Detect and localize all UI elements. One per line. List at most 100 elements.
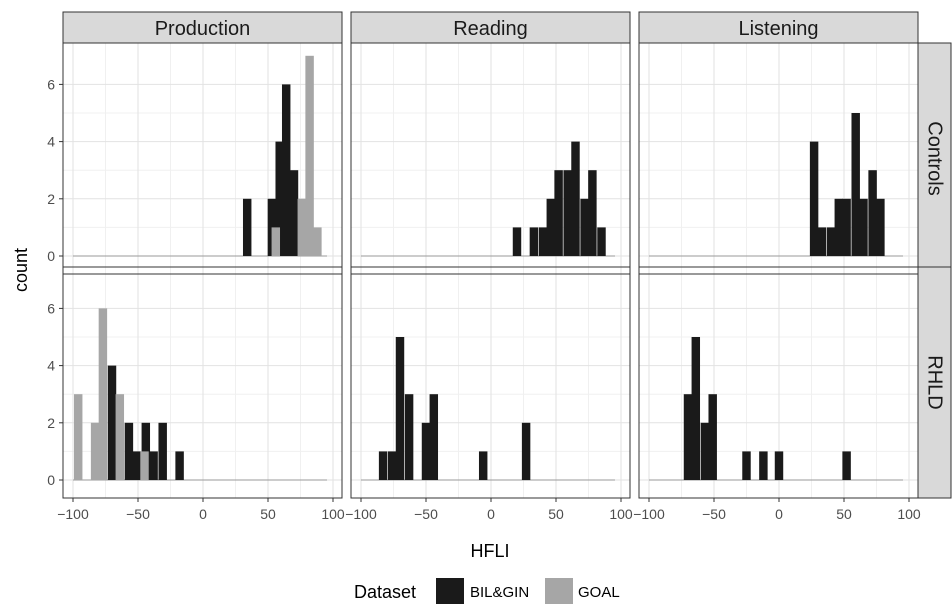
- y-tick-label: 6: [47, 300, 55, 316]
- bar-bilgin-controls-listening: [876, 198, 885, 256]
- bar-bilgin-rhld-reading: [378, 451, 388, 480]
- y-axis-title: count: [11, 248, 31, 292]
- y-tick-label: 0: [47, 472, 55, 488]
- strip-row-controls: [917, 42, 952, 275]
- x-tick-label: 0: [199, 506, 207, 522]
- bar-bilgin-controls-reading: [580, 198, 589, 256]
- strip-col-listening: [638, 11, 919, 44]
- grid-layer: [63, 43, 918, 498]
- bar-bilgin-controls-production: [281, 84, 291, 257]
- bar-bilgin-controls-reading: [571, 141, 580, 256]
- bar-bilgin-rhld-production: [149, 451, 158, 480]
- bar-bilgin-controls-production: [275, 141, 284, 256]
- bar-bilgin-controls-listening: [842, 198, 851, 256]
- bar-bilgin-controls-listening: [826, 227, 836, 256]
- bar-bilgin-rhld-production: [124, 422, 134, 480]
- strip-label-reading: Reading: [453, 18, 528, 40]
- bar-bilgin-rhld-listening: [742, 451, 751, 480]
- legend-title: Dataset: [354, 582, 416, 602]
- bar-goal-rhld-production: [98, 308, 108, 480]
- legend-label-bilgin: BIL&GIN: [470, 584, 529, 601]
- x-tick-label: 100: [321, 506, 345, 522]
- y-tick-label: 2: [47, 191, 55, 207]
- bar-bilgin-controls-listening: [851, 113, 860, 256]
- bar-bilgin-controls-reading: [512, 227, 522, 256]
- bar-bilgin-controls-listening: [809, 141, 819, 256]
- bar-bilgin-rhld-reading: [421, 422, 431, 480]
- bar-bilgin-controls-reading: [546, 198, 556, 256]
- bar-bilgin-rhld-listening: [691, 337, 701, 480]
- bar-goal-rhld-production: [73, 394, 83, 480]
- strip-row-rhld: [917, 266, 952, 499]
- bar-bilgin-rhld-listening: [759, 451, 768, 480]
- x-tick-label: 50: [836, 506, 852, 522]
- bar-bilgin-controls-listening: [868, 170, 877, 256]
- strip-label-listening: Listening: [738, 18, 818, 40]
- bar-bilgin-controls-listening: [834, 198, 844, 256]
- bar-bilgin-rhld-production: [107, 365, 117, 480]
- bar-bilgin-rhld-listening: [708, 394, 717, 480]
- bar-goal-controls-production: [297, 198, 307, 256]
- legend: Dataset BIL&GIN GOAL: [354, 578, 620, 604]
- legend-label-goal: GOAL: [578, 584, 620, 601]
- y-tick-label: 4: [47, 134, 55, 150]
- bars-layer: [73, 55, 885, 480]
- bar-bilgin-controls-reading: [563, 170, 572, 256]
- bar-bilgin-rhld-production: [158, 422, 167, 480]
- bar-bilgin-rhld-listening: [842, 451, 851, 480]
- strip-col-production: [62, 11, 343, 44]
- bar-bilgin-rhld-production: [132, 451, 141, 480]
- bar-bilgin-rhld-reading: [395, 337, 405, 480]
- bar-bilgin-rhld-reading: [478, 451, 488, 480]
- bar-goal-controls-production: [305, 55, 314, 256]
- bar-bilgin-controls-reading: [529, 227, 539, 256]
- x-tick-label: 0: [487, 506, 495, 522]
- x-tick-label: 0: [775, 506, 783, 522]
- x-tick-label: −50: [126, 506, 150, 522]
- bar-bilgin-controls-reading: [554, 170, 563, 256]
- x-tick-label: −100: [57, 506, 89, 522]
- strip-col-reading: [350, 11, 631, 44]
- x-tick-label: 100: [897, 506, 921, 522]
- strip-label-rhld: RHLD: [924, 355, 946, 409]
- bar-goal-controls-production: [313, 227, 322, 256]
- bar-bilgin-controls-reading: [588, 170, 597, 256]
- y-tick-label: 0: [47, 248, 55, 264]
- bar-goal-controls-production: [271, 227, 281, 256]
- x-tick-label: 50: [260, 506, 276, 522]
- bar-bilgin-rhld-reading: [404, 394, 414, 480]
- x-tick-label: −50: [414, 506, 438, 522]
- bar-goal-rhld-production: [90, 422, 100, 480]
- bar-bilgin-rhld-reading: [429, 394, 439, 480]
- bar-bilgin-rhld-reading: [387, 451, 397, 480]
- strip-label-production: Production: [155, 18, 251, 40]
- bar-bilgin-rhld-reading: [521, 422, 531, 480]
- x-tick-label: 50: [548, 506, 564, 522]
- bar-bilgin-rhld-listening: [683, 394, 693, 480]
- bar-goal-rhld-production: [115, 394, 125, 480]
- bar-bilgin-rhld-listening: [774, 451, 784, 480]
- x-tick-label: −100: [345, 506, 377, 522]
- x-tick-label: 100: [609, 506, 633, 522]
- bar-bilgin-controls-listening: [859, 198, 868, 256]
- bar-bilgin-controls-production: [289, 170, 299, 256]
- x-axis-title: HFLI: [470, 541, 509, 561]
- y-tick-label: 2: [47, 415, 55, 431]
- legend-key-bilgin: [436, 578, 464, 604]
- y-tick-label: 6: [47, 76, 55, 92]
- bar-bilgin-controls-listening: [817, 227, 827, 256]
- legend-key-goal: [545, 578, 573, 604]
- bar-bilgin-controls-reading: [597, 227, 606, 256]
- bar-bilgin-rhld-listening: [700, 422, 710, 480]
- strip-label-controls: Controls: [924, 121, 946, 195]
- bar-bilgin-rhld-production: [175, 451, 184, 480]
- bar-goal-rhld-production: [140, 451, 149, 480]
- bar-bilgin-controls-production: [242, 198, 252, 256]
- strip-layer: Production Reading Listening Controls RHLD: [62, 11, 952, 499]
- x-tick-label: −100: [633, 506, 665, 522]
- x-tick-label: −50: [702, 506, 726, 522]
- y-tick-label: 4: [47, 358, 55, 374]
- bar-bilgin-controls-reading: [538, 227, 548, 256]
